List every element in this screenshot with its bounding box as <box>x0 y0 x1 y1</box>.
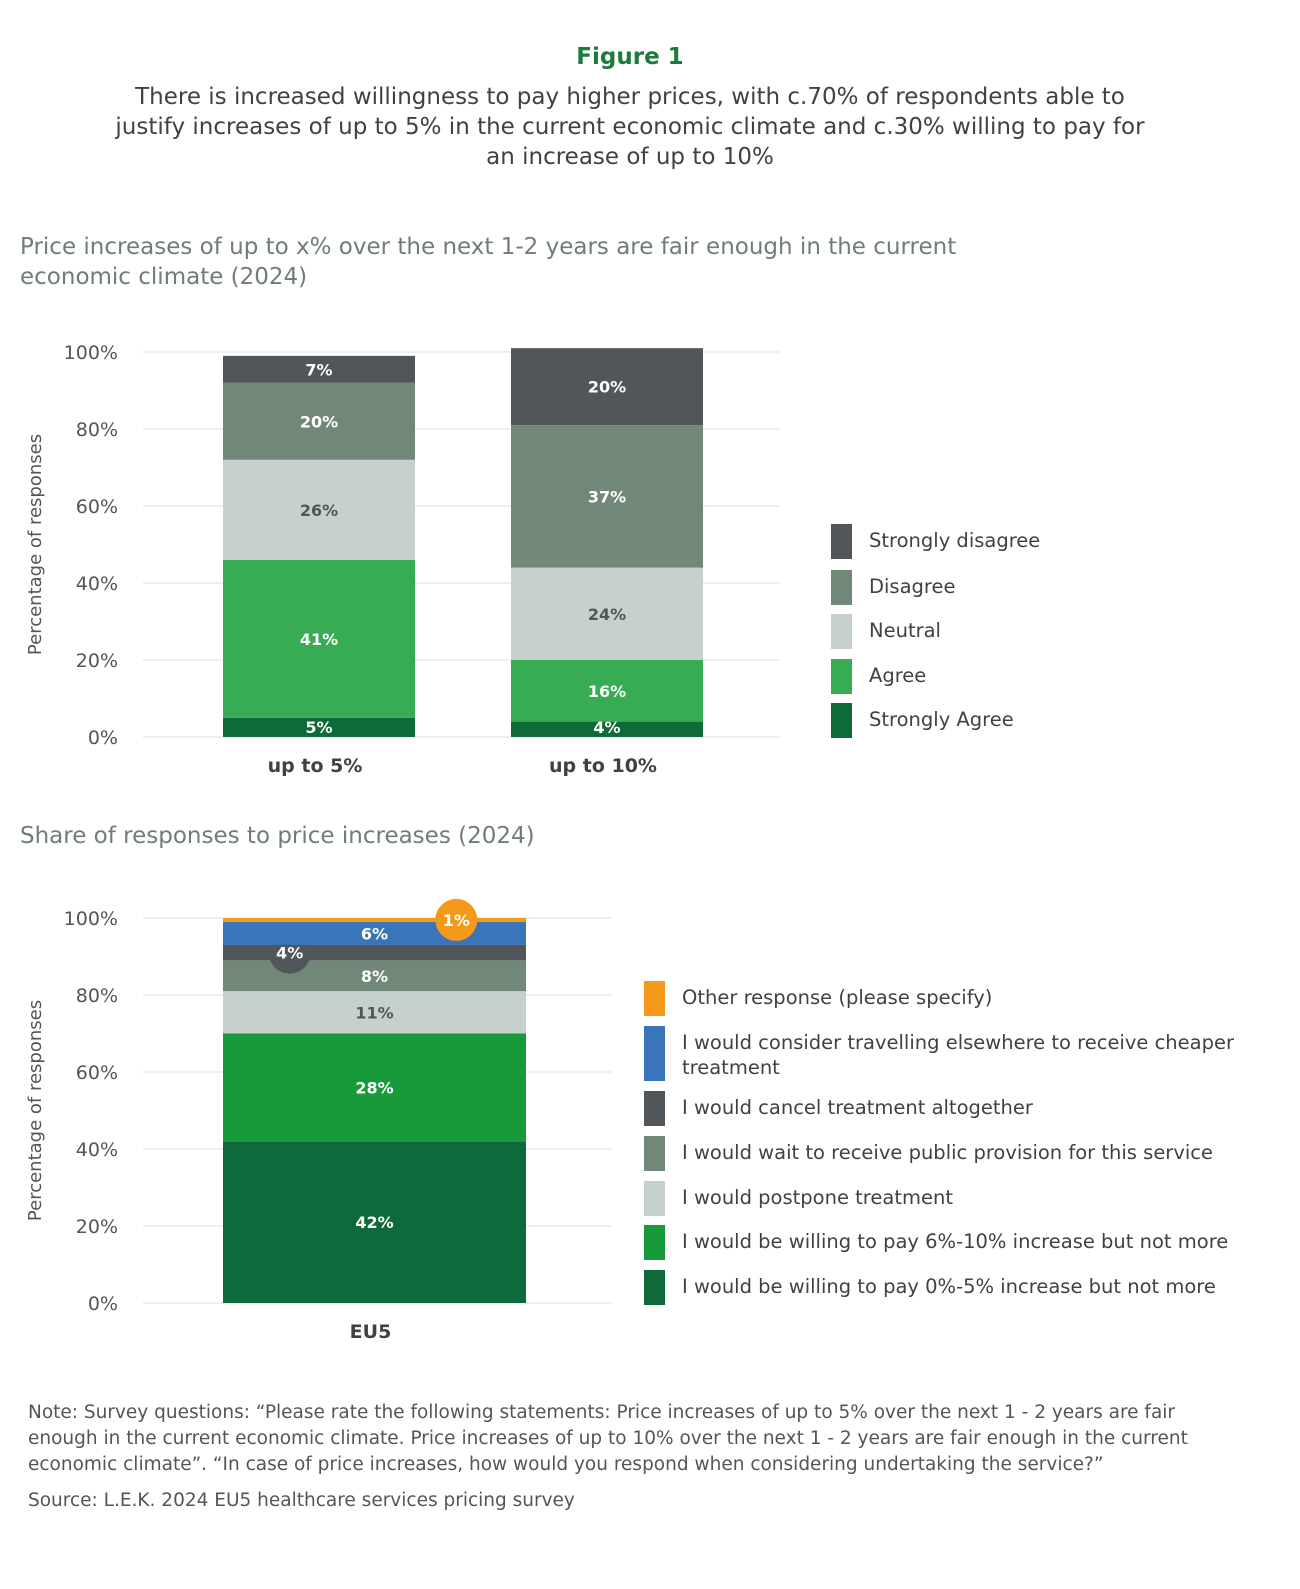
y-axis-label: Percentage of responses <box>25 434 46 655</box>
figure-title: There is increased willingness to pay hi… <box>115 84 1145 170</box>
bar-segment <box>223 459 415 560</box>
legend-label: I would postpone treatment <box>682 1186 953 1209</box>
data-label: 28% <box>355 1078 393 1097</box>
chart1: 0% 20% 40% 60% 80% 100% Percentage of response… <box>25 342 1040 777</box>
bar-segment <box>511 721 703 737</box>
legend-swatch <box>644 1181 665 1216</box>
legend-swatch <box>831 614 852 649</box>
legend-label: Neutral <box>869 619 941 642</box>
y-tick-label: 20% <box>76 650 118 672</box>
y-tick-label: 0% <box>88 727 118 749</box>
x-tick-label: up to 5% <box>268 755 363 777</box>
legend-swatch <box>644 1091 665 1126</box>
source-note: Source: L.E.K. 2024 EU5 healthcare servi… <box>28 1490 575 1511</box>
data-label: 20% <box>588 378 626 397</box>
y-tick-label: 20% <box>76 1216 118 1238</box>
legend-label: I would be willing to pay 0%-5% increase… <box>682 1275 1216 1298</box>
data-label: 1% <box>443 911 470 930</box>
y-tick-label: 80% <box>76 985 118 1007</box>
bar-segment <box>511 425 703 568</box>
bar-segment <box>223 918 526 922</box>
bar-segment <box>511 660 703 722</box>
y-tick-label: 100% <box>64 908 118 930</box>
data-label: 37% <box>588 487 626 506</box>
data-label: 7% <box>305 360 332 379</box>
y-tick-label: 60% <box>76 1062 118 1084</box>
data-label: 8% <box>361 967 388 986</box>
bar-segment <box>511 567 703 660</box>
y-tick-label: 0% <box>88 1293 118 1315</box>
data-label: 6% <box>361 924 388 943</box>
legend-label: Other response (please specify) <box>682 986 992 1009</box>
legend-label: I would cancel treatment altogether <box>682 1096 1034 1119</box>
bar-segment <box>223 382 415 460</box>
data-label: 5% <box>305 718 332 737</box>
data-label: 20% <box>300 412 338 431</box>
legend-swatch <box>644 1225 665 1260</box>
legend-swatch <box>644 1270 665 1305</box>
legend-label: Strongly disagree <box>869 529 1040 552</box>
chart2: 0% 20% 40% 60% 80% 100% Percentage of response… <box>25 898 1235 1343</box>
legend-label: Agree <box>869 664 926 687</box>
legend-label: I would consider travelling elsewhere to… <box>682 1031 1235 1054</box>
legend-swatch <box>831 524 852 559</box>
data-label: 41% <box>300 630 338 649</box>
callout-bubble <box>435 898 478 941</box>
figure-label: Figure 1 <box>576 44 684 70</box>
bar-segment <box>223 944 526 961</box>
legend-swatch <box>644 1026 665 1081</box>
data-label: 42% <box>355 1213 393 1232</box>
chart1-title: Price increases of up to x% over the nex… <box>20 234 957 290</box>
legend-label: Disagree <box>869 575 956 598</box>
legend-swatch <box>831 659 852 694</box>
bar-segment <box>223 1033 526 1142</box>
legend-swatch <box>644 981 665 1016</box>
legend-swatch <box>831 703 852 738</box>
y-tick-label: 80% <box>76 419 118 441</box>
data-label: 11% <box>355 1003 393 1022</box>
data-label: 4% <box>276 944 303 963</box>
legend-label: Strongly Agree <box>869 708 1014 731</box>
legend-swatch <box>644 1136 665 1171</box>
x-tick-label: EU5 <box>350 1321 392 1343</box>
chart2-title: Share of responses to price increases (2… <box>20 823 535 849</box>
survey-note: Note: Survey questions: “Please rate the… <box>28 1402 1188 1475</box>
bar-segment <box>223 559 415 718</box>
bar-segment <box>223 1141 526 1303</box>
data-label: 4% <box>593 718 620 737</box>
data-label: 16% <box>588 682 626 701</box>
y-tick-label: 60% <box>76 496 118 518</box>
y-tick-label: 40% <box>76 1139 118 1161</box>
y-tick-label: 100% <box>64 342 118 364</box>
y-tick-label: 40% <box>76 573 118 595</box>
legend-label: I would wait to receive public provision… <box>682 1141 1213 1164</box>
legend-swatch <box>831 570 852 605</box>
legend-label: treatment <box>682 1056 780 1079</box>
data-label: 24% <box>588 605 626 624</box>
bar-segment <box>223 717 415 737</box>
data-label: 26% <box>300 501 338 520</box>
bar-segment <box>223 991 526 1034</box>
y-axis-label: Percentage of responses <box>25 1000 46 1221</box>
bar-segment <box>511 348 703 426</box>
bar-segment <box>223 355 415 383</box>
legend-label: I would be willing to pay 6%-10% increas… <box>682 1230 1228 1253</box>
x-tick-label: up to 10% <box>549 755 657 777</box>
